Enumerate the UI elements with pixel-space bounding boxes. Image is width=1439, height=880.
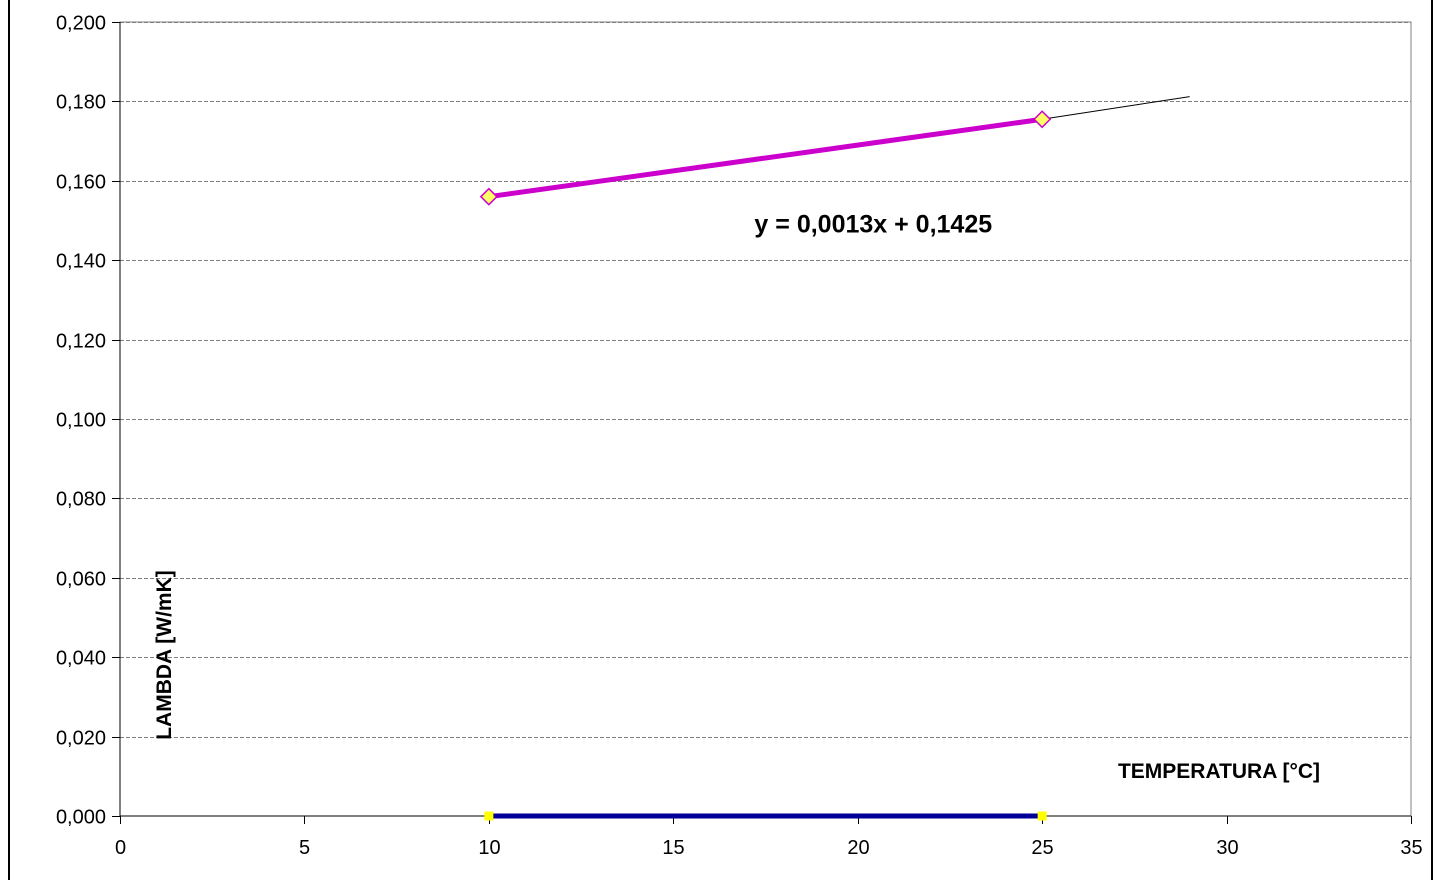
x-axis-title: TEMPERATURA [°C] bbox=[1118, 760, 1320, 783]
y-tick-label: 0,100 bbox=[56, 410, 106, 432]
y-tick-label: 0,080 bbox=[56, 489, 106, 511]
data-point bbox=[479, 187, 498, 206]
x-tick-label: 5 bbox=[299, 837, 310, 859]
x-ticks: 0 5 10 15 20 25 30 35 bbox=[115, 816, 1423, 859]
y-tick-label: 0,020 bbox=[56, 728, 106, 750]
y-tick-label: 0,140 bbox=[56, 251, 106, 273]
data-point bbox=[1037, 811, 1047, 821]
y-tick-label: 0,180 bbox=[56, 92, 106, 114]
y-tick-label: 0,060 bbox=[56, 569, 106, 591]
x-tick-label: 10 bbox=[478, 837, 500, 859]
x-tick-label: 30 bbox=[1216, 837, 1238, 859]
y-ticks: 0,000 0,020 0,040 0,060 0,080 0,100 0,120 0,140… bbox=[56, 13, 120, 829]
x-tick-label: 20 bbox=[847, 837, 869, 859]
data-point bbox=[1033, 110, 1052, 129]
y-tick-label: 0,160 bbox=[56, 172, 106, 194]
series-line bbox=[488, 116, 1043, 200]
series bbox=[479, 110, 1052, 821]
trendline-equation: y = 0,0013x + 0,1425 bbox=[754, 210, 992, 238]
x-tick-label: 15 bbox=[662, 837, 684, 859]
gridlines bbox=[120, 22, 1411, 738]
trendlines bbox=[1042, 96, 1190, 817]
y-axis-title: LAMBDA [W/mK] bbox=[153, 570, 176, 740]
x-tick-label: 35 bbox=[1400, 837, 1422, 859]
trendline bbox=[1042, 96, 1190, 120]
y-tick-label: 0,000 bbox=[56, 807, 106, 829]
y-tick-label: 0,120 bbox=[56, 331, 106, 353]
y-tick-label: 0,200 bbox=[56, 13, 106, 35]
x-tick-label: 0 bbox=[115, 837, 126, 859]
data-point bbox=[484, 811, 494, 821]
y-tick-label: 0,040 bbox=[56, 648, 106, 670]
x-tick-label: 25 bbox=[1031, 837, 1053, 859]
